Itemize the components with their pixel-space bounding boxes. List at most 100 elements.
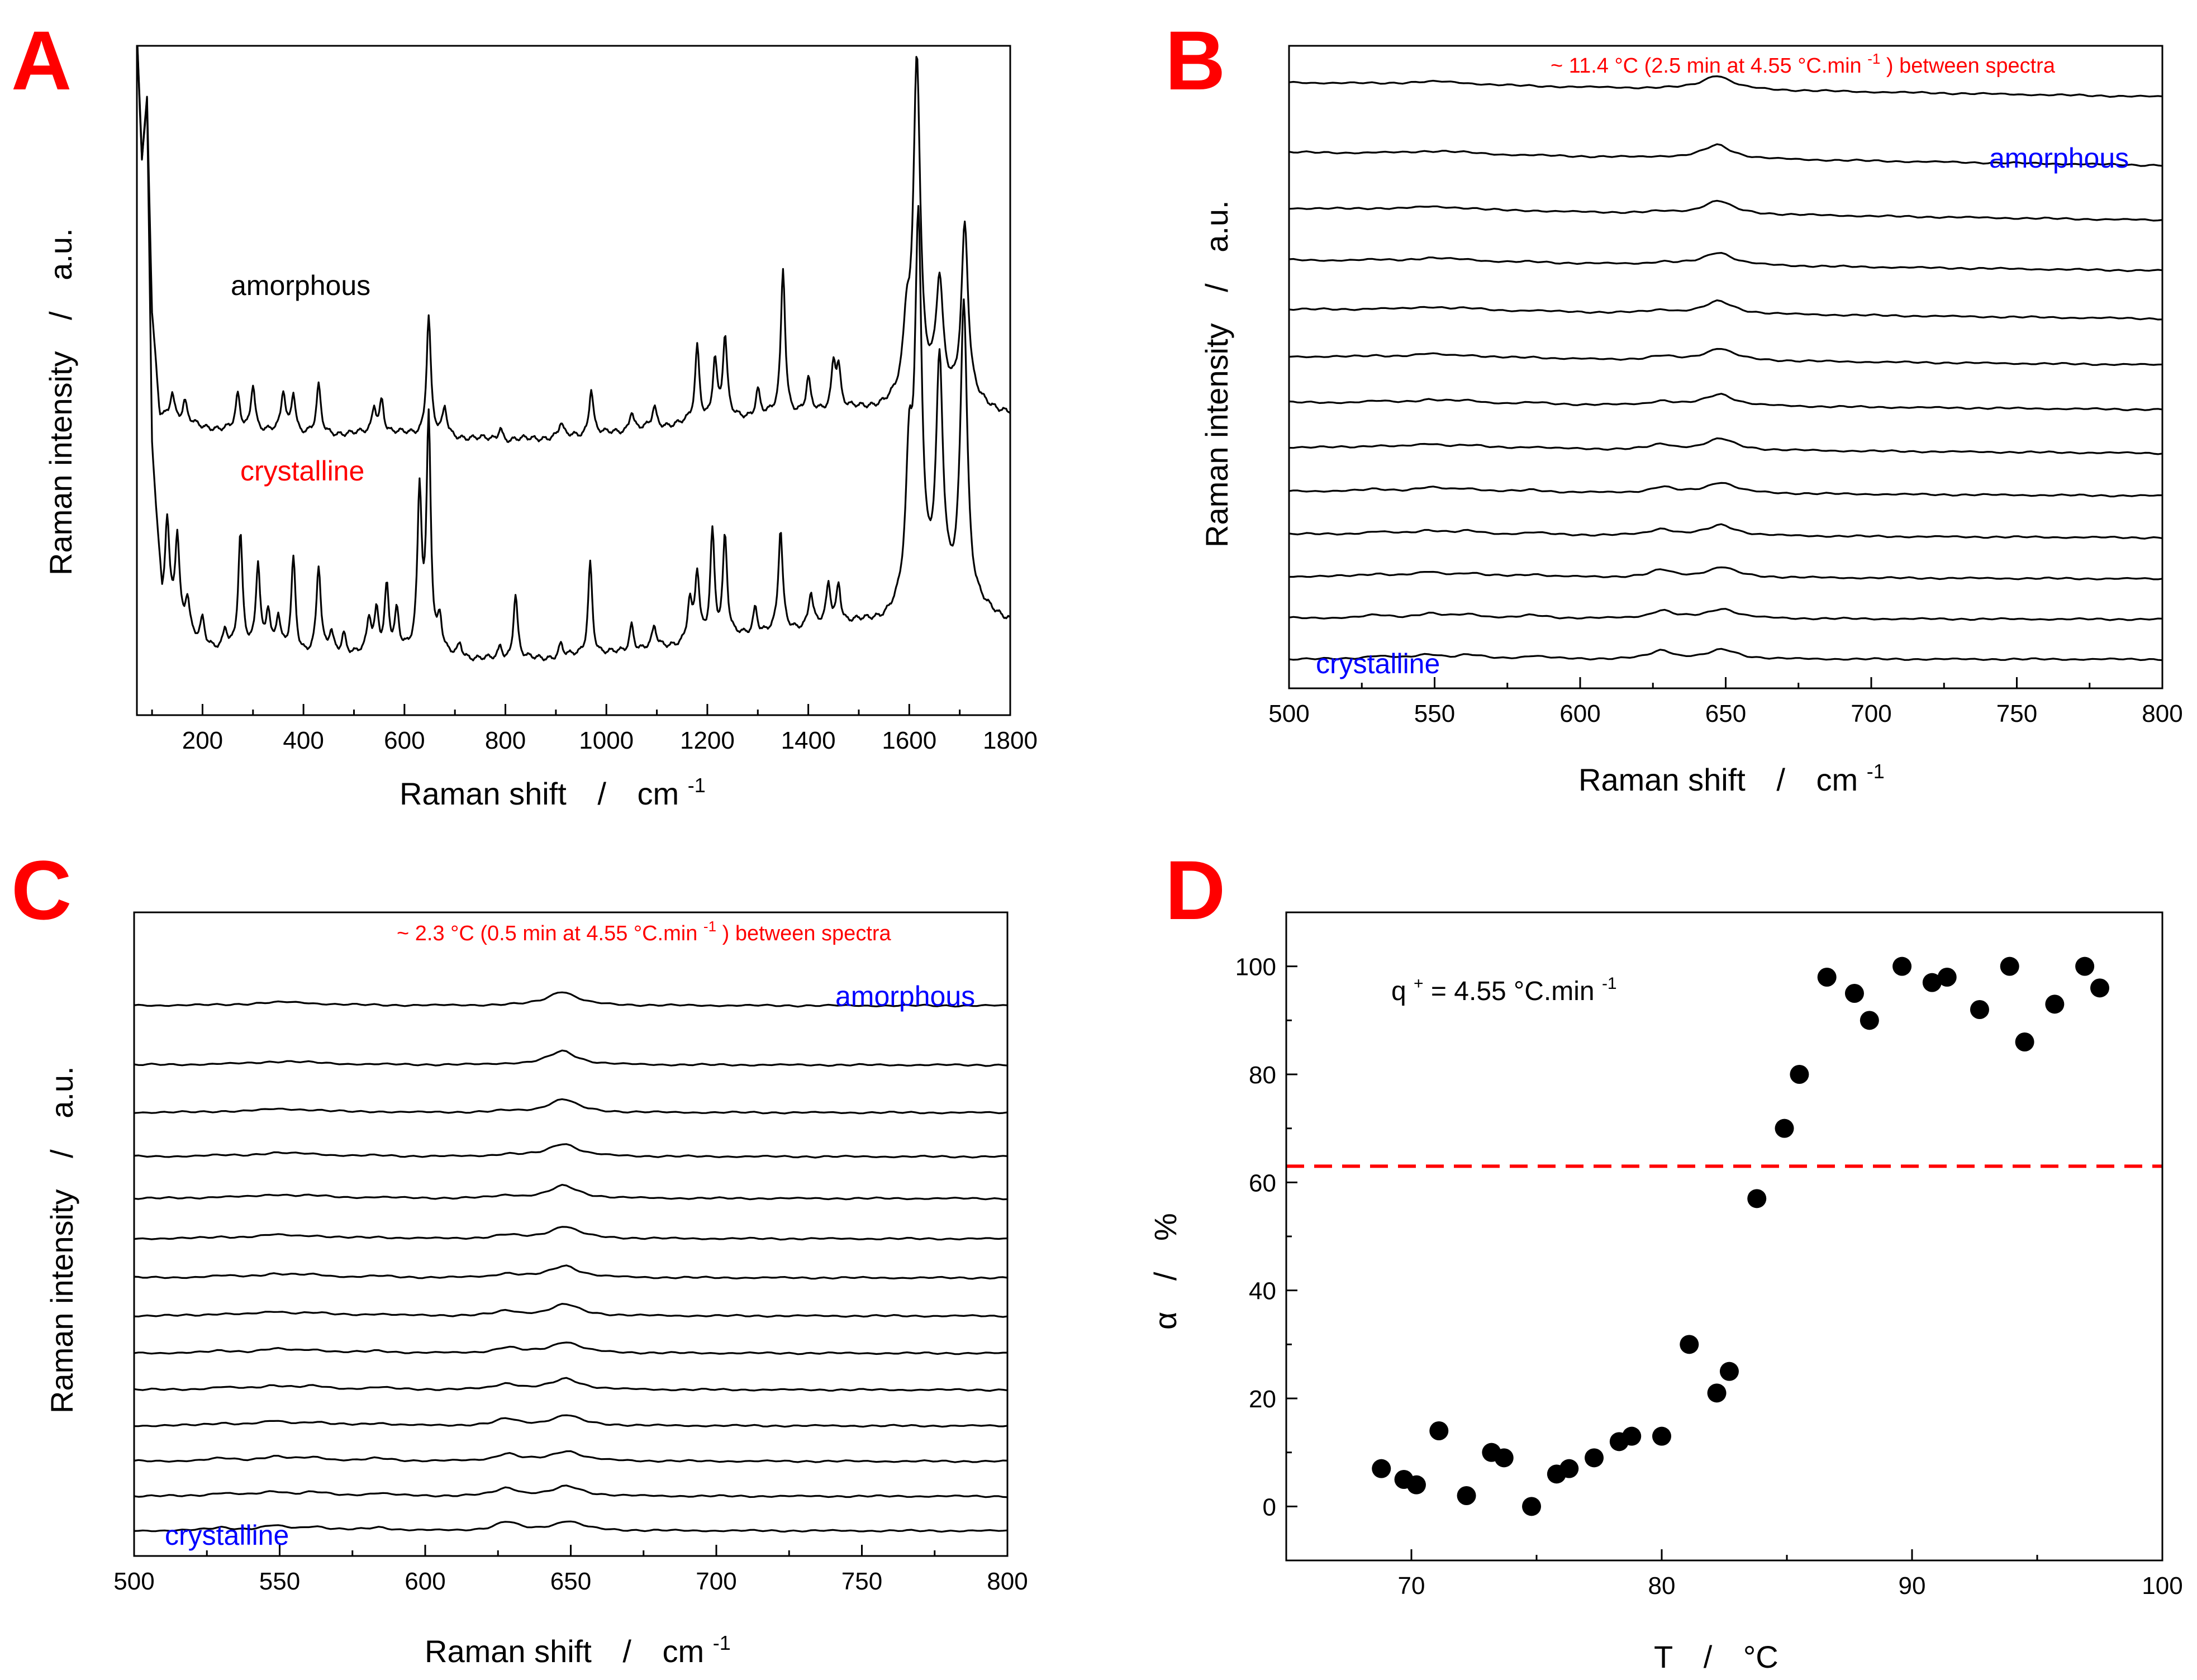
panel-a-x-tick-label: 1400: [781, 727, 836, 754]
panel-d-data-point: [1860, 1011, 1879, 1030]
panel-a-x-title-text: Raman shift: [400, 776, 567, 811]
panel-d-y-title-slash: /: [1148, 1272, 1183, 1281]
panel-b-spectrum-9: [1288, 482, 2163, 498]
panel-c-x-tick-label: 500: [113, 1568, 154, 1595]
panel-b-annotation: ~ 11.4 °C (2.5 min at 4.55 °C.min -1 ) b…: [1551, 45, 2056, 78]
panel-b-letter: B: [1165, 13, 1225, 107]
panel-a-x-tick-label: 400: [283, 727, 324, 754]
panel-d-plot: [1286, 956, 2162, 1516]
panel-d-x-tick-label: 70: [1398, 1572, 1425, 1600]
panel-c-x-title-unit: cm: [662, 1634, 704, 1669]
panel-d-data-point: [1790, 1065, 1809, 1084]
panel-a-amorphous-label: amorphous: [231, 270, 370, 301]
panel-d-y-title-unit: %: [1148, 1213, 1183, 1241]
svg-text:Raman intensity /: Raman intensity / a.u.: [1199, 200, 1234, 548]
panel-d-data-point: [1585, 1448, 1604, 1468]
panel-d-y-title: α / %: [1148, 1213, 1183, 1330]
panel-b-x-title-slash: /: [1776, 762, 1785, 797]
panel-a-x-title-unit: cm: [637, 776, 679, 811]
panel-a-x-tick-label: 1200: [680, 727, 735, 754]
panel-d: D 70 80 90 100 0 20 40 60 80 100 q + = 4.55 °C.mi…: [1148, 843, 2183, 1674]
panel-b-spectrum-11: [1289, 566, 2163, 580]
panel-d-data-point: [1719, 1362, 1739, 1381]
panel-d-x-tick-label: 80: [1648, 1572, 1676, 1600]
panel-a: A 200 400 600 800 1000 1200 1400 1600 1800 amorp…: [11, 13, 1038, 811]
panel-a-x-tick-label: 1800: [983, 727, 1038, 754]
panel-c-x-tick-label: 650: [550, 1568, 591, 1595]
panel-b-x-tick-label: 500: [1268, 700, 1309, 727]
panel-b-spectrum-7: [1288, 393, 2163, 411]
panel-d-data-point: [1406, 1475, 1426, 1495]
panel-b-y-title: Raman intensity / a.u.: [1199, 200, 1234, 548]
panel-c-x-title-slash: /: [622, 1634, 631, 1669]
panel-c-annotation-end: ) between spectra: [722, 922, 892, 945]
panel-b-x-title: Raman shift / cm -1: [1578, 760, 1885, 797]
panel-a-crystalline-label: crystalline: [240, 455, 364, 487]
panel-c-spectrum-3: [134, 1098, 1008, 1115]
panel-a-amorphous-spectrum: [137, 46, 1010, 443]
panel-b-x-tick-label: 650: [1705, 700, 1746, 727]
panel-a-x-tick-label: 200: [182, 727, 223, 754]
panel-c-y-title-slash: /: [44, 1149, 79, 1158]
panel-d-data-point: [1937, 968, 1957, 987]
panel-d-y-tick-label: 0: [1263, 1493, 1276, 1521]
svg-text:α / %: α / %: [1148, 1213, 1183, 1330]
panel-d-data-point: [1372, 1459, 1391, 1478]
panel-d-data-point: [1457, 1486, 1476, 1505]
panel-b-y-title-unit: a.u.: [1199, 200, 1234, 252]
panel-c-x-title-text: Raman shift: [425, 1634, 592, 1669]
panel-d-frame: [1285, 911, 2163, 1562]
panel-a-spectra: [137, 46, 1010, 661]
panel-c: C 500 550 600 650 700 750 800 ~ 2.3 °C (0.5 mi…: [11, 843, 1028, 1669]
panel-b-spectrum-1: [1288, 75, 2163, 98]
panel-a-x-tick-label: 600: [384, 727, 425, 754]
panel-c-spectrum-4: [134, 1143, 1008, 1159]
panel-d-x-title-slash: /: [1704, 1639, 1713, 1674]
panel-c-x-tick-label: 800: [987, 1568, 1028, 1595]
panel-c-y-title: Raman intensity / a.u.: [44, 1066, 79, 1414]
panel-d-data-point: [2075, 956, 2095, 976]
panel-d-annotation-rest: = 4.55 °C.min: [1431, 977, 1595, 1006]
panel-c-spectrum-11: [134, 1414, 1008, 1428]
panel-c-spectra: [134, 991, 1008, 1533]
panel-d-data-point: [1817, 968, 1837, 987]
panel-d-data-point: [2000, 956, 2019, 976]
panel-c-y-title-text: Raman intensity: [44, 1189, 79, 1414]
panel-d-data-point: [1922, 973, 1942, 992]
panel-c-x-axis: 500 550 600 650 700 750 800: [113, 1545, 1028, 1595]
panel-d-y-tick-label: 20: [1249, 1386, 1276, 1413]
panel-a-y-title: Raman intensity / a.u.: [43, 228, 78, 575]
panel-b-spectrum-5: [1288, 299, 2163, 321]
panel-b-x-tick-label: 700: [1851, 700, 1891, 727]
panel-b-annotation-sup: -1: [1867, 50, 1880, 67]
panel-a-x-tick-label: 1600: [882, 727, 936, 754]
panel-c-annotation-main: ~ 2.3 °C (0.5 min at 4.55 °C.min: [397, 922, 697, 945]
panel-b-spectrum-12: [1288, 608, 2163, 621]
panel-c-spectrum-14: [134, 1520, 1008, 1533]
panel-a-x-tick-label: 800: [485, 727, 526, 754]
panel-d-data-point: [1747, 1189, 1767, 1208]
panel-c-crystalline-label: crystalline: [165, 1520, 289, 1551]
panel-c-x-tick-label: 600: [405, 1568, 445, 1595]
panel-d-data-point: [1652, 1426, 1671, 1446]
panel-a-crystalline-spectrum: [137, 46, 1010, 661]
panel-d-data-point: [2045, 994, 2065, 1014]
panel-a-x-title-slash: /: [597, 776, 606, 811]
panel-c-annotation-sup: -1: [703, 918, 716, 935]
panel-c-spectrum-6: [134, 1226, 1008, 1241]
panel-c-spectrum-12: [134, 1450, 1008, 1463]
panel-d-annotation: q + = 4.55 °C.min -1: [1391, 965, 1617, 1006]
panel-c-y-title-unit: a.u.: [44, 1066, 79, 1118]
panel-b-x-title-sup: -1: [1867, 760, 1885, 783]
panel-c-spectrum-13: [134, 1484, 1008, 1498]
panel-a-x-tick-label: 1000: [579, 727, 634, 754]
panel-d-data-point: [1494, 1448, 1514, 1468]
panel-b-annotation-end: ) between spectra: [1886, 54, 2056, 78]
panel-c-spectrum-7: [134, 1264, 1008, 1280]
panel-d-x-title-unit: °C: [1743, 1639, 1778, 1674]
panel-d-data-point: [1429, 1421, 1449, 1440]
panel-d-x-tick-label: 90: [1899, 1572, 1926, 1600]
panel-d-data-point: [1559, 1459, 1579, 1478]
panel-d-data-point: [1522, 1497, 1542, 1516]
